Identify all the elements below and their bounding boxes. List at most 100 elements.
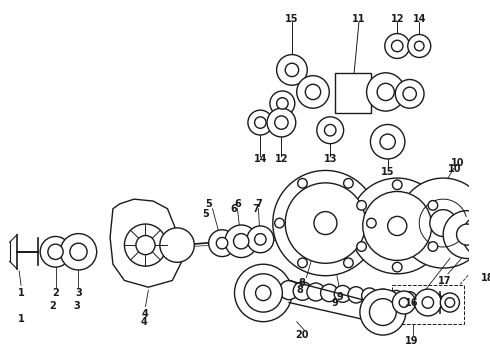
Text: 9: 9 <box>332 297 339 307</box>
Bar <box>392 285 464 324</box>
Text: 5: 5 <box>202 208 209 219</box>
Circle shape <box>160 228 195 262</box>
Text: 17: 17 <box>439 275 452 285</box>
Circle shape <box>483 220 490 255</box>
Circle shape <box>457 224 478 245</box>
Circle shape <box>314 212 337 235</box>
Circle shape <box>247 226 274 253</box>
Circle shape <box>416 293 430 306</box>
Circle shape <box>474 226 490 245</box>
Circle shape <box>255 117 266 128</box>
Circle shape <box>445 298 455 307</box>
Circle shape <box>320 284 338 302</box>
Circle shape <box>415 41 424 51</box>
Circle shape <box>216 238 228 249</box>
Circle shape <box>334 285 351 302</box>
Circle shape <box>441 293 460 312</box>
Text: 10: 10 <box>448 163 462 174</box>
Text: 7: 7 <box>252 204 259 214</box>
Circle shape <box>235 264 292 322</box>
Circle shape <box>293 282 312 300</box>
Circle shape <box>428 242 438 251</box>
Text: 14: 14 <box>413 14 426 24</box>
Circle shape <box>392 262 402 272</box>
Circle shape <box>343 258 353 267</box>
Circle shape <box>317 117 343 144</box>
Circle shape <box>136 235 155 255</box>
Text: 11: 11 <box>352 14 366 24</box>
Text: 8: 8 <box>296 285 303 295</box>
Circle shape <box>343 179 353 188</box>
Circle shape <box>277 98 288 109</box>
Circle shape <box>360 289 406 335</box>
Circle shape <box>273 170 378 276</box>
Circle shape <box>392 40 403 52</box>
Circle shape <box>124 224 167 266</box>
Circle shape <box>443 211 490 258</box>
Circle shape <box>367 218 376 228</box>
Circle shape <box>297 76 329 108</box>
Circle shape <box>348 287 364 303</box>
Circle shape <box>428 201 438 210</box>
Circle shape <box>305 84 320 100</box>
Circle shape <box>362 288 377 304</box>
Circle shape <box>256 285 271 301</box>
Text: 3: 3 <box>75 288 82 298</box>
Text: 2: 2 <box>49 301 56 311</box>
Circle shape <box>408 35 431 58</box>
Circle shape <box>255 234 266 245</box>
Text: 5: 5 <box>205 199 212 209</box>
Circle shape <box>244 274 282 312</box>
Circle shape <box>275 116 288 129</box>
Circle shape <box>298 258 307 267</box>
Circle shape <box>430 210 457 237</box>
Circle shape <box>363 192 432 260</box>
Circle shape <box>385 33 410 58</box>
Text: 15: 15 <box>285 14 299 24</box>
Text: 14: 14 <box>254 154 267 164</box>
Text: 12: 12 <box>275 154 288 164</box>
Circle shape <box>225 225 257 257</box>
Text: 18: 18 <box>481 273 490 283</box>
Circle shape <box>285 63 298 77</box>
Circle shape <box>70 243 87 260</box>
Circle shape <box>430 294 443 307</box>
Circle shape <box>357 242 367 251</box>
Circle shape <box>395 80 424 108</box>
Circle shape <box>48 244 63 260</box>
Circle shape <box>349 178 445 274</box>
Text: 3: 3 <box>73 301 80 311</box>
Text: 8: 8 <box>298 278 305 288</box>
Text: 4: 4 <box>142 309 149 319</box>
Circle shape <box>388 216 407 235</box>
Circle shape <box>285 183 366 263</box>
Circle shape <box>392 180 402 190</box>
Circle shape <box>415 289 441 316</box>
Circle shape <box>275 218 284 228</box>
Circle shape <box>370 125 405 159</box>
Text: 4: 4 <box>140 317 147 327</box>
Text: 1: 1 <box>18 288 24 298</box>
Circle shape <box>377 83 394 100</box>
Circle shape <box>298 179 307 188</box>
Circle shape <box>462 215 490 257</box>
Circle shape <box>270 91 295 116</box>
Bar <box>335 73 371 113</box>
Circle shape <box>307 283 325 301</box>
Circle shape <box>398 178 488 268</box>
Text: 15: 15 <box>381 167 394 177</box>
Text: 1: 1 <box>18 314 24 324</box>
Text: 20: 20 <box>295 330 308 340</box>
Text: 19: 19 <box>405 336 418 346</box>
Text: 2: 2 <box>52 288 59 298</box>
Circle shape <box>248 110 273 135</box>
Circle shape <box>403 292 416 306</box>
Circle shape <box>403 87 416 100</box>
Circle shape <box>357 201 367 210</box>
Polygon shape <box>110 199 182 287</box>
Circle shape <box>389 291 404 305</box>
Circle shape <box>375 289 391 304</box>
Text: 6: 6 <box>230 204 237 214</box>
Circle shape <box>324 125 336 136</box>
Circle shape <box>40 237 71 267</box>
